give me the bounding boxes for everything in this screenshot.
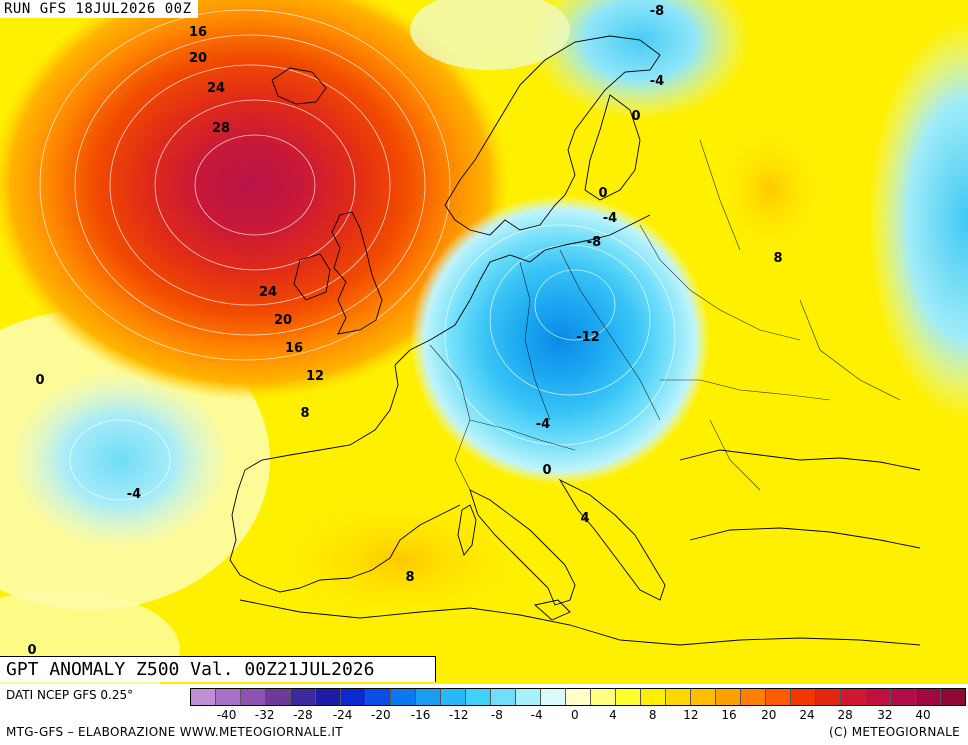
footer: DATI NCEP GFS 0.25° -40 -32 -28 -24 -20 -16 -1… [0, 684, 968, 745]
color-scale-cell [416, 689, 441, 705]
contour-label: 20 [189, 51, 207, 66]
arctic-low-anomaly [530, 0, 750, 120]
contour-label: 0 [542, 463, 551, 478]
color-scale-cell [591, 689, 616, 705]
color-scale-tick-label: -4 [530, 708, 543, 722]
atlantic-low-area [10, 370, 230, 550]
color-scale-cell [941, 689, 965, 705]
contour-label: -4 [127, 487, 141, 502]
color-scale-cell [641, 689, 666, 705]
color-scale-cell [691, 689, 716, 705]
color-scale-tick-label: -28 [293, 708, 313, 722]
contour-label: 8 [405, 570, 414, 585]
country-borders [429, 139, 901, 491]
contour-label: 16 [189, 25, 207, 40]
color-scale-tick-label: 32 [877, 708, 893, 722]
color-scale-tick-label: 0 [570, 708, 579, 722]
color-scale-cell [891, 689, 916, 705]
credits-label: MTG-GFS – ELABORAZIONE WWW.METEOGIORNALE… [6, 725, 343, 739]
contour-label: -12 [576, 330, 600, 345]
color-scale-cell [491, 689, 516, 705]
color-scale-tick-label: 4 [609, 708, 617, 722]
contour-label: -8 [650, 4, 664, 19]
color-scale-tick-label: 8 [648, 708, 657, 722]
color-scale-cell [366, 689, 391, 705]
contour-label: 8 [300, 406, 309, 421]
color-scale-cell [341, 689, 366, 705]
copyright-label: (C) METEOGIORNALE [828, 725, 960, 739]
color-scale-cell [316, 689, 341, 705]
color-scale-tick-label: -8 [490, 708, 503, 722]
central-europe-low-anomaly [410, 195, 710, 485]
map-title: GPT ANOMALY Z500 Val. 00Z21JUL2026 [0, 656, 436, 682]
contour-label: -4 [603, 211, 617, 226]
color-scale-cell [716, 689, 741, 705]
data-source-label: DATI NCEP GFS 0.25° [6, 688, 134, 702]
color-scale-cell [391, 689, 416, 705]
color-scale-cell [916, 689, 941, 705]
color-scale-tick-label: 20 [761, 708, 777, 722]
color-scale-cell [666, 689, 691, 705]
contour-label: -8 [587, 235, 601, 250]
color-scale-tick-label: 24 [799, 708, 815, 722]
color-scale-tick-label: -12 [448, 708, 469, 722]
pale-north-area [410, 0, 570, 70]
color-scale-tick-label: -32 [254, 708, 275, 722]
iberia-warm-area [280, 500, 520, 620]
color-scale-cell [291, 689, 316, 705]
color-scale-tick-label: -40 [216, 708, 237, 722]
color-scale-cell [441, 689, 466, 705]
contour-label: 24 [207, 81, 225, 96]
color-scale-cell [241, 689, 266, 705]
color-scale-cell [566, 689, 591, 705]
contour-label: 16 [285, 341, 303, 356]
contour-label: 8 [773, 251, 782, 266]
contour-label: 20 [274, 313, 292, 328]
contour-label: 4 [580, 511, 589, 526]
color-scale-cell [266, 689, 291, 705]
color-scale-cell [541, 689, 566, 705]
color-scale-tick-label: -20 [371, 708, 391, 722]
color-scale-cell [191, 689, 216, 705]
contour-label: -4 [650, 74, 664, 89]
contour-label: 0 [35, 373, 44, 388]
contour-lines [39, 9, 676, 501]
color-scale-tick-label: 12 [683, 708, 699, 722]
color-scale-cell [766, 689, 791, 705]
contour-label: 0 [598, 186, 607, 201]
color-scale-cell [616, 689, 641, 705]
color-scale-tick-label: -16 [410, 708, 431, 722]
eastern-low-anomaly [868, 20, 968, 420]
contour-label: 0 [631, 109, 640, 124]
contour-label: 24 [259, 285, 277, 300]
color-scale-tick-label: 16 [721, 708, 737, 722]
contour-label: 12 [306, 369, 324, 384]
color-scale [190, 688, 966, 706]
russia-warm-area [720, 130, 820, 250]
color-scale-cell [841, 689, 866, 705]
coastlines [229, 35, 921, 646]
color-scale-cell [216, 689, 241, 705]
color-scale-cell [466, 689, 491, 705]
color-scale-tick-label: -24 [332, 708, 353, 722]
contour-label: -4 [536, 417, 550, 432]
run-label: RUN GFS 18JUL2026 00Z [0, 0, 198, 18]
color-scale-cell [741, 689, 766, 705]
color-scale-cell [516, 689, 541, 705]
color-scale-cell [866, 689, 891, 705]
color-scale-cell [791, 689, 816, 705]
color-scale-ticks: -40 -32 -28 -24 -20 -16 -12 -8 -4 0 4 8 12 16 20 24 28 32… [190, 708, 966, 724]
contour-label: 28 [212, 121, 230, 136]
color-scale-cell [816, 689, 841, 705]
color-scale-tick-label: 28 [837, 708, 853, 722]
contour-label: 0 [27, 643, 36, 658]
color-scale-tick-label: 40 [915, 708, 931, 722]
